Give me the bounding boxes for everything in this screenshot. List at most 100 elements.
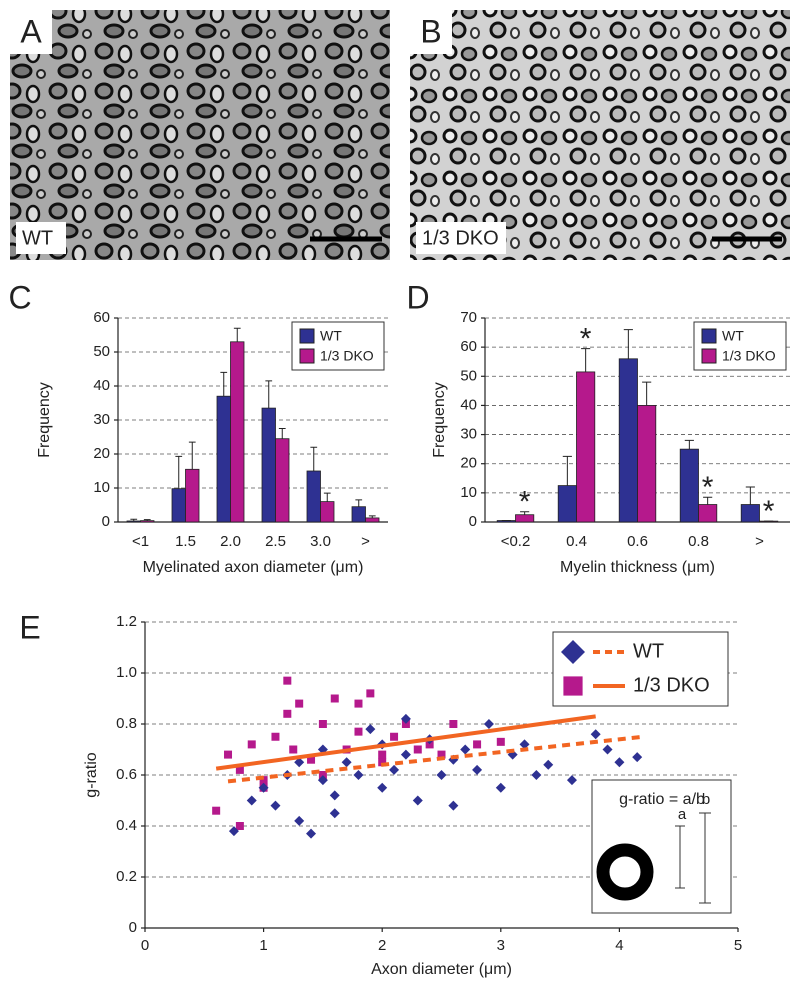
point (378, 750, 387, 759)
point (289, 745, 298, 754)
y-tick-label: 1.2 (116, 613, 137, 630)
panel-a: A WT (10, 10, 390, 260)
point (377, 782, 388, 793)
x-axis-label: Myelinated axon diameter (μm) (143, 559, 364, 576)
point (495, 782, 506, 793)
panel-b: B 1/3 DKO (410, 10, 790, 260)
y-tick-label: 40 (460, 396, 477, 413)
point (496, 737, 505, 746)
error-bar (323, 492, 331, 502)
point (283, 709, 292, 718)
point (602, 744, 613, 755)
x-tick-label: 1.5 (175, 533, 196, 550)
bar (576, 371, 596, 523)
inset-a: a (678, 806, 687, 823)
x-tick-label: 3 (497, 937, 505, 954)
bracket-a (675, 825, 685, 889)
point (590, 729, 601, 740)
bar (698, 504, 718, 523)
point (228, 826, 239, 837)
point (436, 770, 447, 780)
x-axis-label: Myelin thickness (μm) (560, 559, 715, 576)
y-axis-label: g-ratio (83, 752, 100, 797)
bar (320, 501, 335, 523)
y-tick-label: 1.0 (116, 664, 137, 681)
point (400, 713, 411, 724)
point (341, 757, 352, 768)
error-bar (143, 519, 151, 521)
error-bar (220, 371, 228, 397)
bar (679, 448, 699, 523)
point (483, 719, 494, 729)
point (283, 676, 292, 685)
point (460, 744, 471, 755)
point (330, 694, 339, 703)
legend-marker (563, 676, 583, 696)
legend-swatch (701, 328, 717, 344)
y-tick-label: 60 (460, 338, 477, 355)
point (329, 808, 340, 819)
significance-mark: * (519, 486, 531, 519)
error-bar (233, 327, 241, 342)
point (401, 720, 410, 728)
error-bar (278, 428, 286, 439)
point (365, 724, 376, 735)
inset-b: b (702, 791, 710, 808)
x-axis-label: Axon diameter (μm) (371, 961, 512, 978)
error-bar (265, 380, 273, 409)
significance-mark: * (702, 471, 714, 504)
y-tick-label: 70 (460, 309, 477, 326)
point (295, 699, 304, 708)
panel-letter: B (420, 13, 441, 49)
bar (171, 488, 186, 523)
error-bar (520, 511, 530, 515)
image-label: 1/3 DKO (422, 227, 499, 249)
point (412, 795, 423, 806)
legend-swatch (299, 328, 315, 344)
error-bar (310, 446, 318, 471)
point (425, 740, 434, 749)
bar (637, 405, 657, 523)
x-tick-label: > (755, 533, 764, 550)
x-tick-label: 1 (259, 937, 267, 954)
point (389, 764, 400, 775)
letter-box (10, 10, 52, 54)
bar (230, 341, 245, 523)
y-tick-label: 0.4 (116, 817, 137, 834)
point (259, 776, 268, 785)
bar (306, 470, 321, 523)
trend-line (215, 714, 596, 771)
x-tick-label: 2.0 (220, 533, 241, 550)
legend-label: WT (320, 328, 342, 344)
point (354, 699, 363, 708)
label-box (416, 222, 506, 254)
point (566, 775, 577, 786)
error-bar (703, 496, 713, 505)
bar (618, 358, 638, 523)
panel-letter: A (20, 13, 42, 49)
point (246, 795, 257, 806)
inset: g-ratio = a/b a b (591, 779, 732, 914)
point (519, 739, 530, 750)
bar (557, 485, 577, 523)
error-bar (623, 329, 633, 359)
point (354, 727, 363, 736)
y-tick-label: 0.6 (116, 766, 137, 783)
point (294, 757, 305, 768)
point (632, 752, 643, 763)
point (270, 800, 281, 811)
point (306, 828, 317, 839)
point (224, 750, 233, 759)
y-tick-label: 30 (93, 411, 110, 428)
panel-letter: E (19, 609, 40, 645)
bracket-b (699, 812, 711, 904)
significance-mark: * (763, 495, 775, 528)
error-bar (175, 455, 183, 489)
y-tick-label: 20 (460, 455, 477, 472)
point (400, 749, 411, 760)
y-tick-label: 60 (93, 309, 110, 326)
legend-label: 1/3 DKO (722, 348, 776, 364)
bar (185, 468, 200, 523)
point (258, 782, 269, 793)
panel-letter: C (8, 279, 31, 315)
